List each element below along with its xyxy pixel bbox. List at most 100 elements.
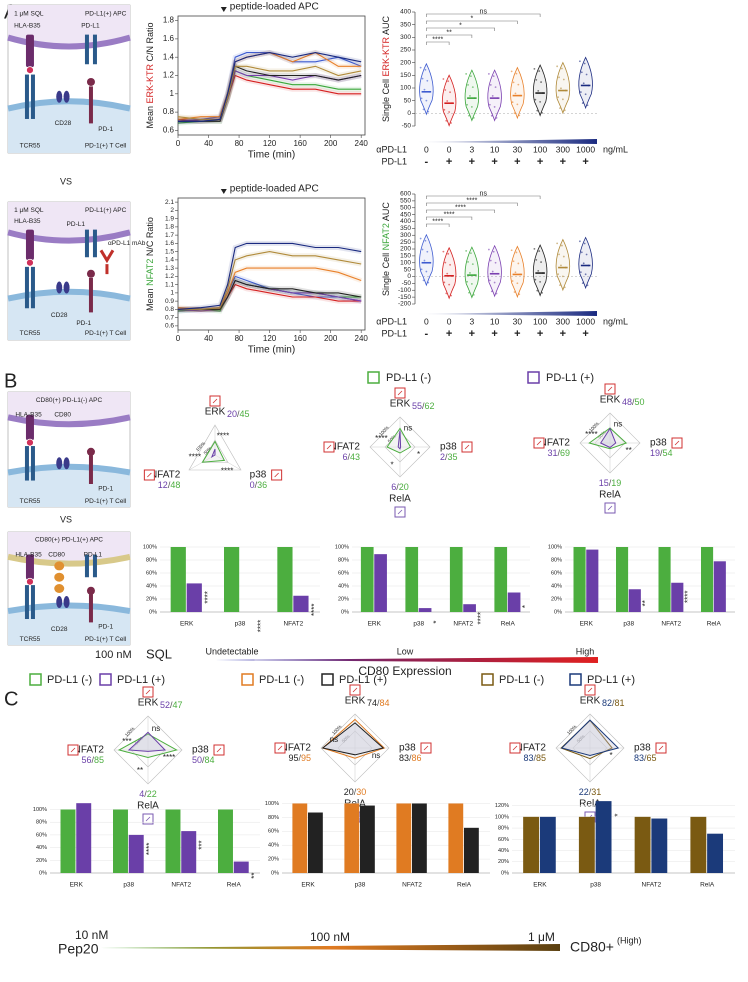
x-tick-label: ERK xyxy=(301,882,315,889)
schematic-label: CD28 xyxy=(55,120,72,127)
violin-dot xyxy=(518,114,521,117)
pd-l1-sign: + xyxy=(582,328,588,340)
y-tick-label: 100% xyxy=(335,544,349,550)
conc-label: 3 xyxy=(470,144,475,154)
schematic-label: PD-1 xyxy=(98,126,113,133)
series-line xyxy=(177,242,362,310)
schematic-label: PD-L1(+) APC xyxy=(85,11,127,18)
schematic-label: HLA-B35 xyxy=(15,412,42,419)
legend-swatch xyxy=(321,673,334,686)
violin-dot xyxy=(516,282,519,285)
x-axis-label: Time (min) xyxy=(248,150,295,161)
violin-dot xyxy=(470,106,473,108)
sig-label: ** xyxy=(250,872,259,878)
icon-glyph xyxy=(212,398,218,404)
legend-label: PD-L1 (-) xyxy=(386,372,431,384)
sig-label: **** xyxy=(145,843,154,855)
y-tick-label: -50 xyxy=(402,123,412,130)
sig-label: **** xyxy=(310,604,319,616)
x-tick-label: NFAT2 xyxy=(171,882,191,889)
y-tick-label: 0.8 xyxy=(165,306,174,313)
y-tick-label: 20% xyxy=(551,596,562,602)
violin-dot xyxy=(561,98,564,101)
conc-label: 30 xyxy=(513,316,523,326)
ratio-pos: 55 xyxy=(412,401,422,411)
violin-dot xyxy=(450,122,452,124)
y-tick-label: 1.6 xyxy=(165,240,174,247)
x-tick-label: 40 xyxy=(204,334,213,343)
bar xyxy=(405,547,419,612)
sig-label: ns xyxy=(480,8,488,15)
y-tick-label: 1.2 xyxy=(165,273,174,280)
violin-dot xyxy=(495,292,498,295)
ratio-sep: / xyxy=(202,755,205,765)
bar xyxy=(464,827,479,873)
ratio-label: 83/86 xyxy=(399,753,422,763)
cd28 xyxy=(56,281,63,294)
apc-membrane xyxy=(7,34,131,50)
sig-bracket xyxy=(426,41,450,45)
schematic-label: HLA-B35 xyxy=(14,22,41,29)
ratio-neg: 47 xyxy=(173,700,183,710)
ring-label: 100% xyxy=(331,724,343,736)
violin-dot xyxy=(465,73,468,75)
violin-dot xyxy=(580,251,583,254)
ring-label: 100% xyxy=(588,421,600,433)
radar-area xyxy=(588,427,628,450)
schematic-label: CD80 xyxy=(48,551,65,558)
ratio-sep: / xyxy=(632,397,635,407)
schematic-label: HLA-B35 xyxy=(14,218,41,225)
y-tick-label: 600 xyxy=(400,191,411,198)
ratio-sep: / xyxy=(298,753,301,763)
sig-label: * xyxy=(432,621,441,624)
legend-label: PD-L1 (+) xyxy=(587,674,635,686)
y-tick-label: 1.4 xyxy=(165,257,174,264)
icon-glyph xyxy=(277,745,283,751)
x-tick-label: NFAT2 xyxy=(283,621,303,628)
violin-dot xyxy=(515,251,518,254)
violin-dot xyxy=(471,263,474,266)
legend-label: PD-L1 (+) xyxy=(339,674,387,686)
ratio-sep: / xyxy=(533,753,536,763)
sig-label: *** xyxy=(198,840,207,849)
tcr xyxy=(30,74,35,119)
y-tick-label: 1.8 xyxy=(165,224,174,231)
schematic-label: PD-1 xyxy=(98,624,113,631)
y-tick-label: -150 xyxy=(398,294,411,301)
violin-dot xyxy=(562,78,565,81)
bar xyxy=(523,816,540,873)
violin-dot xyxy=(540,81,542,83)
bar xyxy=(713,561,726,612)
violin-dot xyxy=(446,100,449,102)
series-line xyxy=(177,52,362,122)
violin-dot xyxy=(490,290,493,293)
cd28 xyxy=(63,281,70,294)
pd-1-head xyxy=(86,447,95,456)
y-tick-label: 80% xyxy=(36,820,47,826)
sig-label: ** xyxy=(641,600,650,606)
scale-label: Low xyxy=(397,646,414,656)
x-tick-label: ERK xyxy=(70,882,84,889)
scale-bar xyxy=(100,944,560,951)
sig-bracket xyxy=(426,216,473,220)
violin-dot xyxy=(489,84,492,86)
x-tick-label: 200 xyxy=(324,139,338,148)
bar xyxy=(308,812,323,873)
violin-dot xyxy=(580,71,583,74)
ratio-label: 12/48 xyxy=(158,480,181,490)
violin-dot xyxy=(511,280,514,282)
pd-1-head xyxy=(86,586,95,595)
x-tick-label: p38 xyxy=(355,882,366,889)
peptide-name: Pep20 xyxy=(58,941,99,957)
ratio-neg: 84 xyxy=(205,755,215,765)
x-tick-label: 80 xyxy=(235,139,244,148)
violin-dot xyxy=(487,73,490,75)
x-tick-label: 80 xyxy=(235,334,244,343)
y-tick-label: 50 xyxy=(404,266,412,273)
y-tick-label: 0% xyxy=(554,609,562,615)
bar xyxy=(701,547,714,612)
ratio-sep: / xyxy=(609,478,612,488)
ratio-neg: 36 xyxy=(257,480,267,490)
tcell xyxy=(8,466,130,507)
